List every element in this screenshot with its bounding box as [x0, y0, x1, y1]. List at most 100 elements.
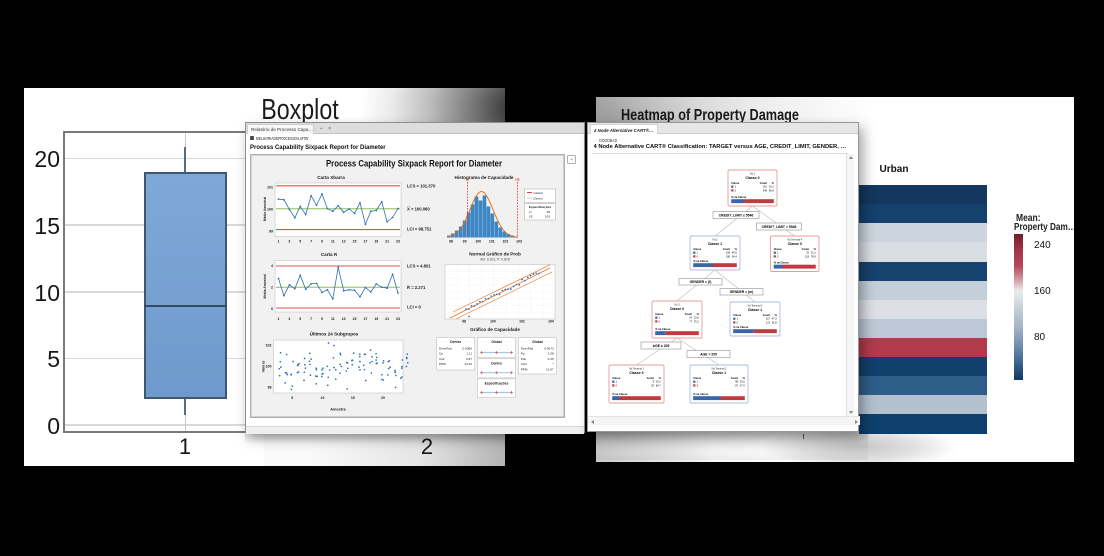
svg-text:Valores: Valores [262, 360, 266, 372]
svg-text:%: % [659, 377, 662, 380]
svg-text:19: 19 [374, 240, 378, 244]
svg-text:99: 99 [269, 229, 273, 233]
svg-text:LI: LI [529, 210, 532, 214]
svg-text:% na Classe: % na Classe [731, 195, 747, 199]
svg-text:Global: Global [532, 340, 543, 344]
svg-text:100: 100 [475, 240, 481, 244]
svg-text:LCI = 0: LCI = 0 [407, 305, 422, 310]
svg-text:119: 119 [805, 255, 810, 258]
svg-text:117: 117 [766, 318, 771, 321]
svg-text:103: 103 [545, 215, 550, 219]
svg-text:Global: Global [491, 340, 501, 344]
svg-text:Count: Count [723, 248, 730, 251]
svg-text:1.11: 1.11 [466, 352, 472, 356]
svg-text:98: 98 [268, 386, 272, 390]
svg-text:104: 104 [548, 319, 554, 323]
svg-text:3: 3 [288, 317, 290, 321]
svg-text:1: 1 [697, 252, 699, 255]
svg-text:78.8: 78.8 [811, 255, 816, 258]
svg-text:X̅ = 100.060: X̅ = 100.060 [406, 206, 430, 211]
svg-text:Nó Terminal 1: Nó Terminal 1 [629, 368, 644, 371]
svg-text:1: 1 [777, 252, 779, 255]
svg-text:Classe: Classe [655, 313, 664, 316]
svg-text:DesvPad: DesvPad [439, 347, 452, 351]
svg-text:LCI = 98.751: LCI = 98.751 [407, 227, 432, 232]
svg-text:Histograma de Capacidade: Histograma de Capacidade [455, 175, 514, 180]
svg-text:Média Amostral: Média Amostral [263, 197, 267, 222]
svg-text:0.9073: 0.9073 [544, 347, 554, 351]
svg-text:20: 20 [381, 396, 385, 400]
svg-text:%: % [743, 377, 746, 380]
svg-text:Dentro: Dentro [491, 361, 502, 365]
svg-text:0: 0 [777, 255, 779, 258]
svg-text:Classe 1: Classe 1 [748, 308, 762, 312]
svg-text:5: 5 [299, 317, 301, 321]
svg-text:GENDER = (m): GENDER = (m) [730, 290, 754, 294]
svg-text:151: 151 [763, 186, 768, 189]
svg-text:13.43: 13.43 [464, 362, 472, 366]
svg-text:% na Classe: % na Classe [693, 259, 709, 263]
svg-text:100: 100 [490, 319, 496, 323]
svg-text:CREDIT_LIMIT > 5546: CREDIT_LIMIT > 5546 [762, 225, 797, 229]
svg-text:11: 11 [331, 240, 335, 244]
svg-text:Count: Count [731, 377, 738, 380]
svg-text:Amostra: Amostra [330, 408, 346, 412]
svg-text:Classe: Classe [733, 314, 742, 317]
svg-text:Nó 1: Nó 1 [750, 173, 756, 176]
svg-text:Global: Global [534, 191, 543, 195]
svg-text:15: 15 [351, 396, 355, 400]
svg-text:Classe: Classe [774, 248, 783, 251]
svg-text:13: 13 [342, 240, 346, 244]
svg-text:Cpm: Cpm [521, 362, 528, 366]
svg-text:Nó Terminal 4: Nó Terminal 4 [787, 239, 802, 242]
svg-text:AGE ≤ 205: AGE ≤ 205 [653, 344, 670, 348]
svg-text:%: % [775, 314, 778, 317]
svg-text:98: 98 [735, 381, 738, 384]
svg-text:190: 190 [726, 255, 731, 258]
svg-text:Classe: Classe [612, 377, 621, 380]
svg-text:102: 102 [502, 240, 508, 244]
svg-text:LE: LE [515, 178, 520, 182]
svg-text:11: 11 [331, 317, 335, 321]
svg-text:Classe 0: Classe 0 [745, 176, 759, 180]
svg-text:4: 4 [271, 264, 273, 268]
svg-text:32: 32 [806, 252, 809, 255]
svg-text:100: 100 [267, 207, 273, 211]
svg-text:1: 1 [278, 317, 280, 321]
svg-text:Normal Gráfico de Prob: Normal Gráfico de Prob [469, 252, 521, 257]
svg-text:101: 101 [267, 185, 273, 189]
svg-text:Carta R: Carta R [321, 252, 338, 257]
svg-text:47.0: 47.0 [740, 384, 745, 387]
svg-text:1: 1 [697, 381, 699, 384]
svg-text:Classe 0: Classe 0 [629, 371, 643, 375]
svg-text:131: 131 [766, 321, 771, 324]
svg-text:% na Classe: % na Classe [733, 325, 749, 329]
svg-text:10: 10 [321, 396, 325, 400]
svg-text:21: 21 [385, 240, 389, 244]
svg-text:0: 0 [737, 321, 739, 324]
svg-text:50: 50 [651, 384, 654, 387]
svg-text:AD: 0.201, P: 0.878: AD: 0.201, P: 0.878 [480, 257, 510, 261]
svg-text:Cpk: Cpk [439, 357, 445, 361]
svg-text:87: 87 [735, 384, 738, 387]
svg-text:PPM: PPM [439, 362, 446, 366]
svg-text:Classe: Classe [731, 182, 740, 185]
svg-text:100: 100 [266, 365, 272, 369]
svg-text:54.4: 54.4 [732, 255, 737, 258]
svg-text:Count: Count [760, 182, 767, 185]
svg-text:%: % [735, 248, 738, 251]
svg-text:2: 2 [271, 285, 273, 289]
svg-text:76.2: 76.2 [694, 320, 699, 323]
svg-text:Nó Terminal 2: Nó Terminal 2 [712, 368, 727, 371]
svg-text:102: 102 [266, 344, 272, 348]
svg-text:17: 17 [363, 240, 367, 244]
svg-text:77: 77 [689, 320, 692, 323]
svg-text:15: 15 [353, 317, 357, 321]
svg-text:Nó Terminal 3: Nó Terminal 3 [748, 305, 763, 308]
svg-text:Últimos 24 Subgrupos: Últimos 24 Subgrupos [310, 331, 359, 337]
svg-text:12.97: 12.97 [546, 367, 554, 371]
svg-text:Count: Count [647, 377, 654, 380]
svg-text:3: 3 [288, 240, 290, 244]
svg-text:0: 0 [659, 320, 661, 323]
svg-text:0: 0 [697, 255, 699, 258]
